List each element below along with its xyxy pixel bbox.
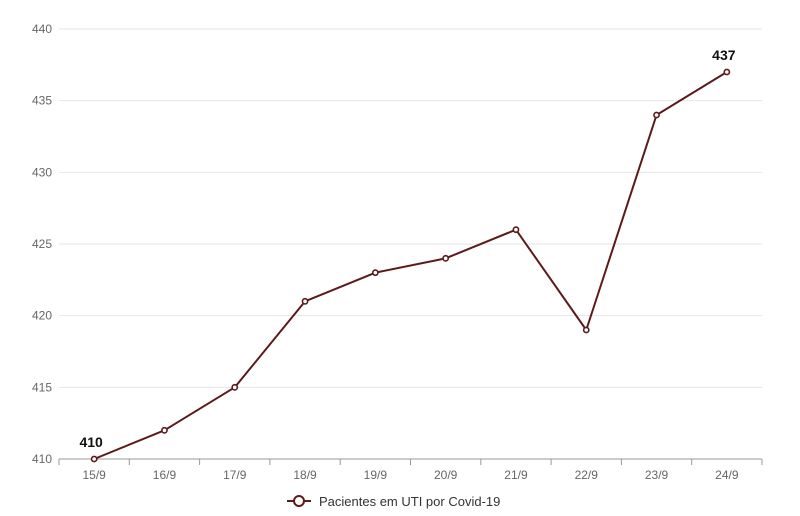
legend[interactable]: Pacientes em UTI por Covid-19 — [287, 494, 500, 509]
data-point[interactable] — [653, 111, 660, 119]
data-point[interactable] — [582, 326, 590, 334]
data-point[interactable] — [442, 254, 450, 262]
y-tick-label: 420 — [32, 309, 52, 323]
x-tick-label: 21/9 — [504, 468, 528, 482]
y-tick-label: 430 — [32, 165, 52, 179]
series-layer — [90, 68, 731, 463]
data-point[interactable] — [90, 455, 98, 463]
x-tick-label: 20/9 — [434, 468, 458, 482]
data-label: 410 — [79, 434, 103, 450]
data-point[interactable] — [161, 426, 168, 434]
gridlines — [59, 28, 762, 388]
x-tick-label: 16/9 — [153, 468, 177, 482]
x-tick-label: 15/9 — [82, 468, 106, 482]
x-tick-label: 18/9 — [293, 468, 317, 482]
series-line — [93, 71, 728, 460]
data-point[interactable] — [371, 269, 379, 277]
x-axis: 15/9 16/9 17/9 18/9 19/9 20/9 21/9 22/9 23/9 24/9 — [58, 458, 763, 482]
data-point[interactable] — [301, 297, 309, 305]
x-tick-label: 22/9 — [575, 468, 599, 482]
y-tick-label: 425 — [32, 237, 52, 251]
x-tick-label: 23/9 — [645, 468, 669, 482]
x-tick-label: 24/9 — [715, 468, 739, 482]
data-point[interactable] — [723, 68, 731, 76]
y-tick-label: 435 — [32, 94, 52, 108]
legend-marker-icon — [293, 495, 305, 507]
y-tick-label: 415 — [32, 380, 52, 394]
data-labels: 410 437 — [79, 47, 735, 450]
data-point[interactable] — [512, 226, 520, 234]
data-point[interactable] — [231, 383, 239, 391]
y-tick-label: 410 — [32, 452, 52, 466]
y-tick-label: 440 — [32, 22, 52, 36]
y-axis: 410 415 420 425 430 435 440 — [32, 22, 52, 466]
data-label: 437 — [712, 47, 736, 63]
legend-label: Pacientes em UTI por Covid-19 — [319, 494, 500, 509]
x-tick-label: 19/9 — [364, 468, 388, 482]
x-tick-label: 17/9 — [223, 468, 247, 482]
